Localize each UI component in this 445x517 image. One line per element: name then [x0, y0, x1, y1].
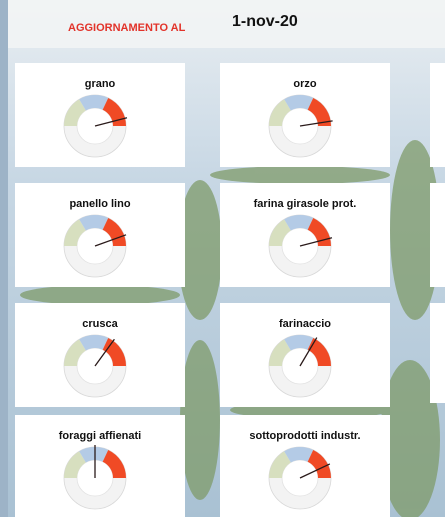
card: [430, 183, 445, 287]
header-label: AGGIORNAMENTO AL: [68, 22, 186, 34]
gauge-title: sottoprodotti industr.: [249, 430, 360, 442]
gauge-title: panello lino: [69, 198, 130, 210]
gauge-title: farina girasole prot.: [254, 198, 357, 210]
left-strip: [0, 0, 8, 517]
dashboard: AGGIORNAMENTO AL 1-nov-20 grano orzo panel…: [0, 0, 445, 517]
gauge-title: farinaccio: [279, 318, 331, 330]
gauge-title: foraggi affienati: [59, 430, 142, 442]
gauge-title: orzo: [293, 78, 317, 90]
card: [430, 63, 445, 167]
header-date: 1-nov-20: [232, 13, 298, 30]
card: [430, 303, 445, 403]
gauge-title: grano: [85, 78, 116, 90]
gauge-title: crusca: [82, 318, 118, 330]
